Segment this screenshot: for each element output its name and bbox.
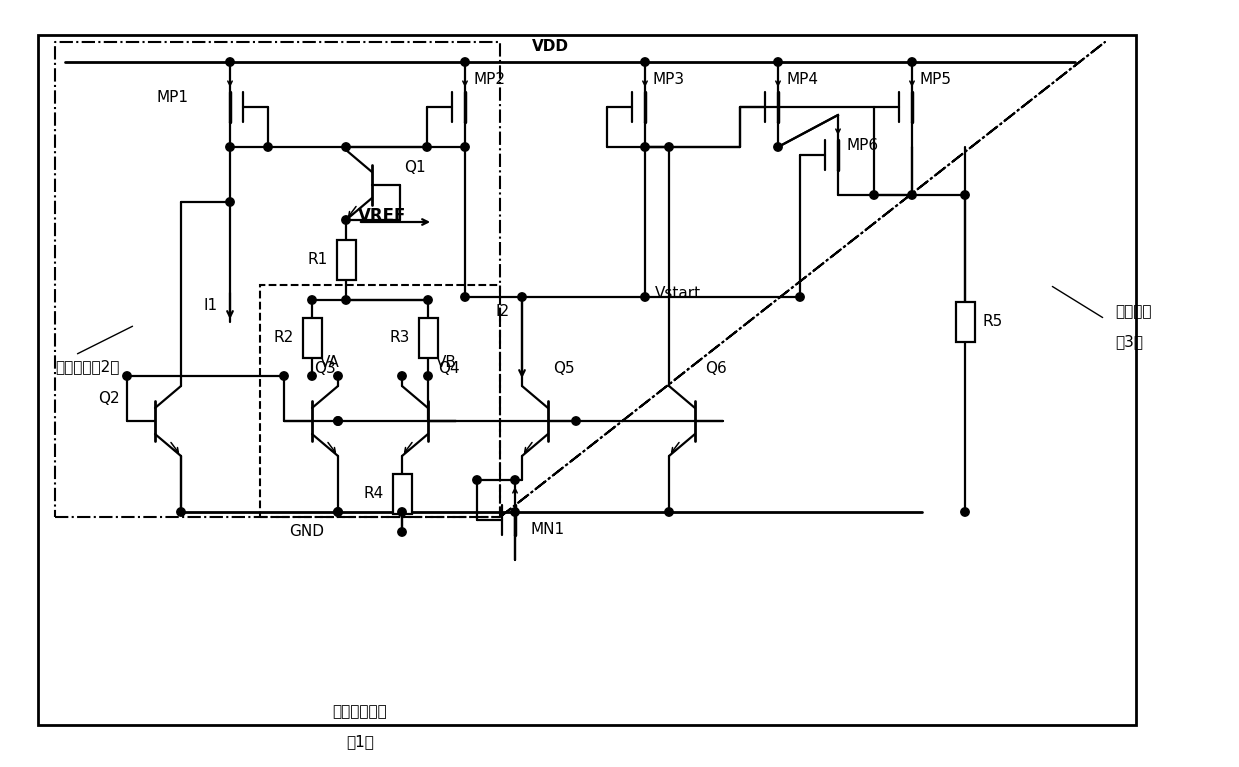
Text: MP3: MP3 <box>653 71 685 87</box>
Bar <box>393 474 411 514</box>
Text: 带隙核心单元: 带隙核心单元 <box>332 705 388 719</box>
Circle shape <box>908 58 916 66</box>
Text: Q2: Q2 <box>98 391 120 407</box>
Circle shape <box>473 476 481 484</box>
Circle shape <box>424 296 432 304</box>
Circle shape <box>774 143 782 151</box>
Text: MP2: MP2 <box>473 71 506 87</box>
Text: VREF: VREF <box>358 207 406 225</box>
Circle shape <box>665 508 673 516</box>
Circle shape <box>795 293 804 301</box>
Text: R3: R3 <box>389 331 410 345</box>
Bar <box>419 318 437 358</box>
Text: GND: GND <box>290 524 325 539</box>
Text: R2: R2 <box>274 331 294 345</box>
Circle shape <box>960 508 969 516</box>
Text: R1: R1 <box>307 252 328 268</box>
Circle shape <box>225 198 234 206</box>
Circle shape <box>960 191 969 199</box>
Text: 启动单元: 启动单元 <box>1115 304 1151 320</box>
Circle shape <box>333 508 342 516</box>
Text: VDD: VDD <box>532 39 569 54</box>
Text: R5: R5 <box>983 314 1004 330</box>
Circle shape <box>342 216 351 224</box>
Circle shape <box>461 293 470 301</box>
Text: I2: I2 <box>496 304 510 320</box>
Circle shape <box>870 191 878 199</box>
Circle shape <box>641 58 649 66</box>
Text: VA: VA <box>320 355 339 370</box>
Bar <box>260 285 501 517</box>
Circle shape <box>518 293 527 301</box>
Text: MP4: MP4 <box>786 71 818 87</box>
Text: VB: VB <box>436 355 457 370</box>
Text: MP6: MP6 <box>846 137 878 153</box>
Circle shape <box>333 416 342 425</box>
Text: MP5: MP5 <box>921 71 952 87</box>
Text: I1: I1 <box>204 298 218 314</box>
Circle shape <box>398 372 406 380</box>
Circle shape <box>461 58 470 66</box>
Circle shape <box>510 508 519 516</box>
Circle shape <box>572 416 580 425</box>
Circle shape <box>342 296 351 304</box>
Circle shape <box>510 476 519 484</box>
Text: MP1: MP1 <box>156 90 188 104</box>
Circle shape <box>333 416 342 425</box>
Circle shape <box>908 191 916 199</box>
Bar <box>955 302 975 342</box>
Circle shape <box>264 143 273 151</box>
Circle shape <box>641 143 649 151</box>
Text: MN1: MN1 <box>530 522 564 538</box>
Circle shape <box>398 508 406 516</box>
Circle shape <box>333 372 342 380</box>
Bar <box>302 318 321 358</box>
Bar <box>337 240 356 280</box>
Text: （1）: （1） <box>346 735 374 749</box>
Circle shape <box>177 508 185 516</box>
Circle shape <box>307 372 316 380</box>
Text: Q5: Q5 <box>553 361 575 377</box>
Circle shape <box>398 528 406 536</box>
Circle shape <box>665 143 673 151</box>
Text: （3）: （3） <box>1115 334 1144 350</box>
Circle shape <box>225 58 234 66</box>
Text: Vstart: Vstart <box>655 285 701 301</box>
Circle shape <box>342 143 351 151</box>
Circle shape <box>333 508 342 516</box>
Circle shape <box>774 58 782 66</box>
Text: Q6: Q6 <box>705 361 727 377</box>
Text: Q4: Q4 <box>439 361 460 377</box>
Bar <box>38 35 1136 725</box>
Circle shape <box>422 143 431 151</box>
Circle shape <box>461 143 470 151</box>
Circle shape <box>280 372 289 380</box>
Text: Q1: Q1 <box>404 160 426 175</box>
Circle shape <box>424 372 432 380</box>
Text: R4: R4 <box>364 486 384 502</box>
Circle shape <box>641 293 649 301</box>
Text: Q3: Q3 <box>313 361 336 377</box>
Circle shape <box>225 143 234 151</box>
Circle shape <box>123 372 131 380</box>
Circle shape <box>307 296 316 304</box>
Text: 钳位单元（2）: 钳位单元（2） <box>55 360 119 374</box>
